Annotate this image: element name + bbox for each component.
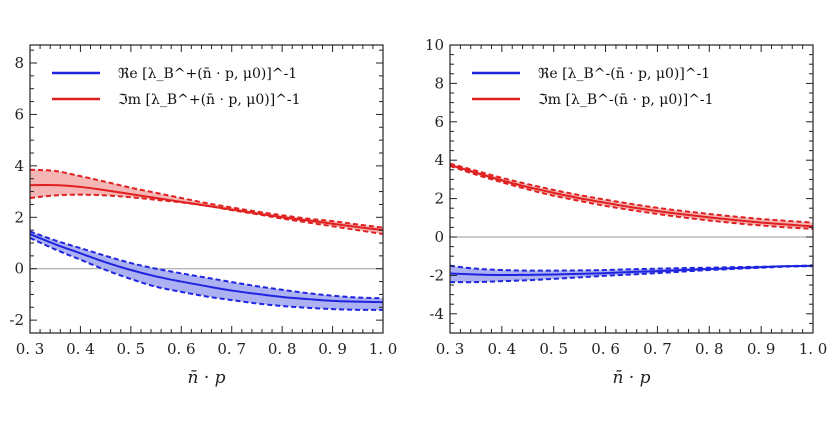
x-tick-label: 0. 4 bbox=[488, 340, 517, 358]
x-tick-label: 0. 3 bbox=[16, 340, 45, 358]
y-tick-label: 2 bbox=[434, 190, 444, 208]
y-tick-label: 4 bbox=[14, 157, 24, 175]
legend-label-im: ℑm [λ_B^+(n̄ · p, μ0)]^-1 bbox=[118, 92, 301, 108]
x-axis-label: n̄ · p bbox=[187, 368, 225, 388]
y-tick-label: -2 bbox=[429, 266, 444, 284]
upper-bound-im bbox=[450, 162, 813, 224]
y-tick-label: -2 bbox=[9, 311, 24, 329]
x-axis-label: n̄ · p bbox=[612, 368, 650, 388]
x-tick-label: 0. 5 bbox=[117, 340, 146, 358]
central-line-re bbox=[450, 264, 813, 277]
x-tick-label: 0. 6 bbox=[591, 340, 620, 358]
x-tick-label: 1. 0 bbox=[369, 340, 398, 358]
plot-area bbox=[30, 168, 383, 311]
band-re bbox=[450, 265, 813, 283]
upper-bound-re bbox=[450, 264, 813, 272]
x-tick-label: 0. 9 bbox=[318, 340, 347, 358]
legend-label-re: ℜe [λ_B^-(n̄ · p, μ0)]^-1 bbox=[538, 66, 710, 82]
y-tick-label: 4 bbox=[434, 151, 444, 169]
y-tick-label: 10 bbox=[425, 36, 444, 54]
central-line-re bbox=[30, 233, 383, 304]
x-tick-label: 0. 8 bbox=[695, 340, 724, 358]
x-tick-label: 0. 7 bbox=[643, 340, 672, 358]
x-tick-label: 0. 4 bbox=[66, 340, 95, 358]
x-tick-label: 0. 9 bbox=[747, 340, 776, 358]
y-tick-label: 0 bbox=[434, 228, 444, 246]
lower-bound-re bbox=[30, 236, 383, 311]
lower-bound-re bbox=[450, 265, 813, 284]
left-panel: 0. 3 0. 4 0. 5 0. 6 0. 7 0. 8 0. 9 1. 0 -2 0 2 4 6 8 n… bbox=[9, 44, 398, 388]
central-line-im bbox=[30, 184, 383, 232]
central-line-im bbox=[450, 164, 813, 228]
x-tick-label: 0. 3 bbox=[436, 340, 465, 358]
x-tick-label: 0. 5 bbox=[539, 340, 568, 358]
plot-frame bbox=[29, 44, 384, 334]
band-im bbox=[450, 163, 813, 229]
x-tick-label: 0. 8 bbox=[268, 340, 297, 358]
upper-bound-im bbox=[30, 168, 383, 229]
y-tick-label: 0 bbox=[14, 260, 24, 278]
y-tick-label: 8 bbox=[434, 74, 444, 92]
lower-bound-im bbox=[30, 193, 383, 235]
right-panel: 0. 3 0. 4 0. 5 0. 6 0. 7 0. 8 0. 9 1. 0 -4 -2 0 2 4 6… bbox=[425, 36, 827, 388]
plot-frame bbox=[449, 44, 814, 334]
y-tick-label: 6 bbox=[434, 113, 444, 131]
legend-label-im: ℑm [λ_B^-(n̄ · p, μ0)]^-1 bbox=[538, 92, 714, 108]
x-tick-label: 0. 7 bbox=[217, 340, 246, 358]
band-re bbox=[30, 231, 383, 310]
x-tick-label: 0. 6 bbox=[167, 340, 196, 358]
legend-label-re: ℜe [λ_B^+(n̄ · p, μ0)]^-1 bbox=[118, 66, 297, 82]
x-tick-label: 1. 0 bbox=[799, 340, 828, 358]
y-tick-label: 6 bbox=[14, 105, 24, 123]
lower-bound-im bbox=[450, 165, 813, 230]
plot-area bbox=[450, 162, 813, 284]
y-tick-label: 8 bbox=[14, 54, 24, 72]
upper-bound-re bbox=[30, 230, 383, 300]
y-tick-label: 2 bbox=[14, 208, 24, 226]
y-tick-label: -4 bbox=[429, 305, 444, 323]
